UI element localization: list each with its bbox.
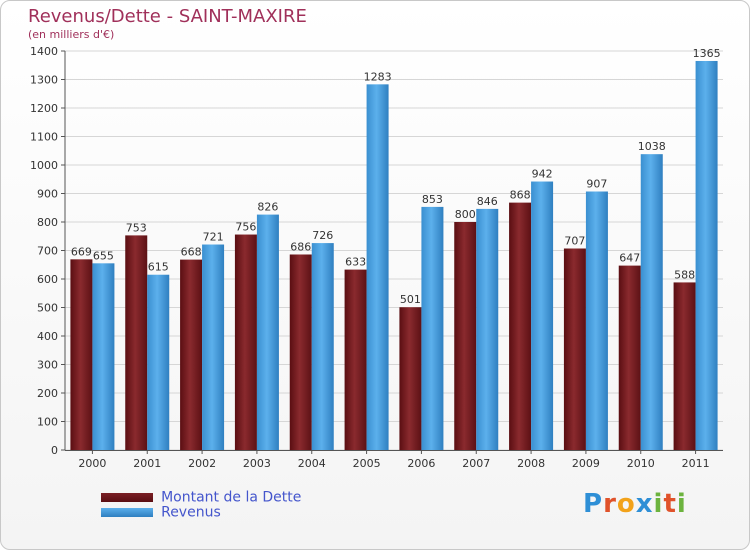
data-label-debt: 501 [400,293,421,306]
data-label-revenue: 907 [586,178,607,191]
bar-debt [180,259,203,450]
data-label-revenue: 942 [532,168,553,181]
data-label-revenue: 655 [93,249,114,262]
bar-revenue [531,181,554,450]
y-axis-ticks: 0 100 200 300 400 500 600 700 800 900 1000 1100 1200… [30,45,723,457]
y-tick-label: 100 [37,416,58,429]
bar-debt [509,202,532,450]
chart-subtitle: (en milliers d'€) [28,28,115,41]
y-tick-label: 800 [37,216,58,229]
data-label-debt: 756 [235,221,256,234]
legend-swatch-revenue [101,508,153,517]
bar-revenue [147,274,170,450]
logo-letter: i [653,489,664,519]
proxiti-logo: Proxiti [583,489,687,519]
x-tick-label: 2000 [78,457,106,470]
bar-revenue [640,154,663,451]
bar-debt [344,269,367,450]
y-tick-label: 600 [37,273,58,286]
bars [70,60,718,451]
grid [65,50,723,451]
x-tick-label: 2011 [682,457,710,470]
y-tick-label: 400 [37,330,58,343]
data-label-revenue: 615 [148,261,169,274]
x-tick-label: 2009 [572,457,600,470]
logo-letter: x [635,489,654,519]
logo-letter: r [603,489,617,519]
data-label-revenue: 1365 [693,47,721,60]
y-tick-label: 500 [37,302,58,315]
legend-swatch-debt [101,493,153,502]
bar-revenue [421,206,444,450]
x-tick-label: 2001 [133,457,161,470]
data-label-revenue: 1283 [364,70,392,83]
logo-letter: i [676,489,687,519]
logo-letter: o [616,489,636,519]
y-tick-label: 1300 [30,74,58,87]
bar-revenue [256,214,279,450]
y-tick-label: 900 [37,188,58,201]
bar-debt [234,234,257,450]
data-label-revenue: 826 [257,201,278,214]
x-tick-label: 2010 [627,457,655,470]
data-label-debt: 800 [455,208,476,221]
data-label-debt: 647 [619,252,640,265]
data-label-revenue: 721 [203,231,224,244]
bar-debt [289,254,312,450]
bar-debt [563,248,586,450]
bar-debt [399,307,422,450]
data-label-debt: 686 [290,240,311,253]
y-tick-label: 0 [51,444,58,457]
x-axis-ticks: 2000 2001 2002 2003 2004 2005 2006 2007 2008 2009… [78,450,710,470]
bar-debt [618,265,641,450]
y-tick-label: 200 [37,387,58,400]
data-label-debt: 707 [564,235,585,248]
bar-revenue [366,84,389,450]
bar-revenue [476,208,499,450]
x-tick-label: 2007 [462,457,490,470]
y-tick-label: 1000 [30,159,58,172]
x-tick-label: 2004 [298,457,326,470]
legend-label-debt: Montant de la Dette [161,489,302,506]
y-tick-label: 1200 [30,102,58,115]
x-tick-label: 2006 [407,457,435,470]
bar-debt [673,282,696,450]
bar-revenue [695,60,718,450]
data-label-revenue: 1038 [638,140,666,153]
data-label-revenue: 846 [477,195,498,208]
x-tick-label: 2008 [517,457,545,470]
bar-debt [70,259,93,450]
logo-letter: P [583,489,604,519]
legend-label-revenue: Revenus [161,504,221,521]
chart-title: Revenus/Dette - SAINT-MAXIRE [28,6,307,27]
bar-revenue [585,191,608,450]
data-label-debt: 669 [71,245,92,258]
legend-item-revenue: Revenus [101,502,221,521]
bar-debt [125,235,148,450]
y-tick-label: 300 [37,359,58,372]
bar-debt [454,222,477,450]
bar-revenue [311,243,334,450]
data-label-debt: 668 [181,246,202,259]
x-tick-label: 2005 [353,457,381,470]
data-label-debt: 868 [510,189,531,202]
bar-revenue [92,263,115,450]
logo-letter: t [663,489,677,519]
bar-revenue [202,244,225,450]
data-label-revenue: 726 [312,229,333,242]
data-label-revenue: 853 [422,193,443,206]
y-tick-label: 700 [37,245,58,258]
data-label-debt: 753 [126,221,147,234]
y-tick-label: 1100 [30,131,58,144]
x-tick-label: 2003 [243,457,271,470]
data-label-debt: 588 [674,268,695,281]
data-label-debt: 633 [345,256,366,269]
y-tick-label: 1400 [30,45,58,58]
legend-item-debt: Montant de la Dette [101,487,302,506]
x-tick-label: 2002 [188,457,216,470]
